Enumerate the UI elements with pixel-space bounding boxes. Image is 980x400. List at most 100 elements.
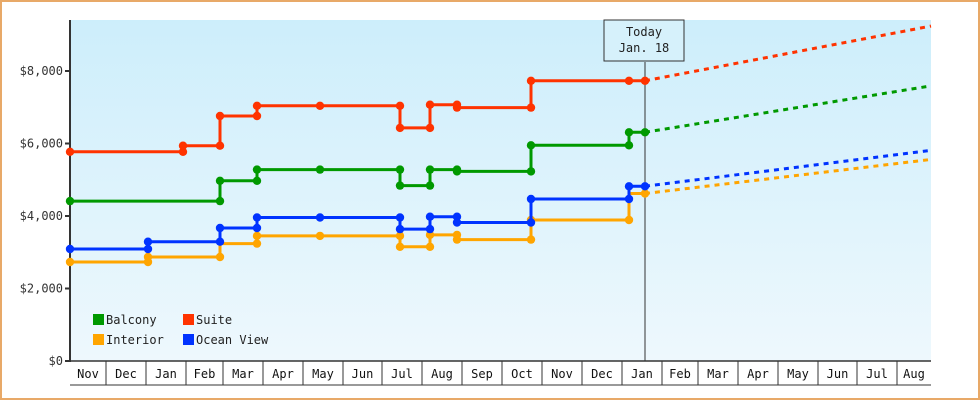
month-label: Jan — [155, 367, 177, 381]
data-point[interactable] — [526, 141, 536, 150]
month-label: Mar — [232, 367, 254, 381]
month-label: Nov — [77, 367, 99, 381]
legend-item-suite[interactable]: Suite — [183, 313, 232, 327]
month-label: Jul — [866, 367, 888, 381]
data-point[interactable] — [624, 76, 634, 86]
data-point[interactable] — [624, 182, 634, 191]
data-point[interactable] — [425, 181, 435, 190]
data-point[interactable] — [624, 194, 634, 204]
data-point[interactable] — [526, 76, 536, 86]
month-label: Apr — [747, 367, 769, 381]
data-point[interactable] — [395, 181, 405, 190]
data-point[interactable] — [624, 128, 634, 137]
legend-item-ocean-view[interactable]: Ocean View — [183, 333, 269, 347]
month-label: Jun — [352, 367, 374, 381]
month-label: Feb — [194, 367, 216, 381]
forecast-line — [644, 24, 932, 83]
data-point[interactable] — [315, 213, 325, 222]
data-point[interactable] — [252, 176, 262, 185]
month-label: Dec — [115, 367, 137, 381]
data-point[interactable] — [640, 182, 650, 191]
data-point[interactable] — [425, 230, 435, 240]
month-label: Jul — [391, 367, 413, 381]
data-point[interactable] — [395, 213, 405, 222]
data-point[interactable] — [143, 252, 153, 262]
month-label: Aug — [431, 367, 453, 381]
data-point[interactable] — [452, 167, 462, 176]
data-point[interactable] — [395, 231, 405, 241]
data-point[interactable] — [65, 257, 75, 267]
forecast-line — [644, 157, 932, 196]
data-point[interactable] — [215, 252, 225, 262]
data-point[interactable] — [252, 231, 262, 241]
data-point[interactable] — [143, 237, 153, 246]
data-point[interactable] — [65, 196, 75, 206]
legend-item-interior[interactable]: Interior — [93, 333, 164, 347]
data-point[interactable] — [65, 244, 75, 254]
month-label: Apr — [272, 367, 294, 381]
data-point[interactable] — [425, 212, 435, 221]
data-point[interactable] — [252, 165, 262, 174]
data-point[interactable] — [452, 218, 462, 227]
data-point[interactable] — [252, 223, 262, 233]
data-point[interactable] — [215, 237, 225, 246]
month-label: Nov — [551, 367, 573, 381]
data-point[interactable] — [395, 224, 405, 234]
data-point[interactable] — [425, 100, 435, 109]
data-point[interactable] — [624, 215, 634, 225]
data-point[interactable] — [65, 147, 75, 156]
data-point[interactable] — [624, 141, 634, 150]
month-label: Feb — [669, 367, 691, 381]
data-point[interactable] — [526, 235, 536, 244]
legend: Balcony Suite Interior Ocean View — [93, 313, 269, 347]
month-label: Dec — [591, 367, 613, 381]
data-point[interactable] — [215, 223, 225, 233]
data-point[interactable] — [395, 101, 405, 111]
data-point[interactable] — [640, 76, 650, 86]
forecast-line — [644, 84, 932, 134]
legend-swatch — [183, 314, 194, 325]
data-point[interactable] — [425, 242, 435, 251]
data-point[interactable] — [143, 244, 153, 254]
data-point[interactable] — [395, 123, 405, 133]
legend-label: Ocean View — [196, 333, 269, 347]
series-balcony — [65, 84, 932, 206]
data-point[interactable] — [315, 165, 325, 174]
data-point[interactable] — [526, 103, 536, 112]
data-point[interactable] — [252, 101, 262, 111]
legend-label: Suite — [196, 313, 232, 327]
data-point[interactable] — [452, 212, 462, 221]
data-point[interactable] — [215, 111, 225, 121]
data-point[interactable] — [178, 147, 188, 156]
data-point[interactable] — [252, 213, 262, 222]
data-point[interactable] — [395, 242, 405, 251]
data-point[interactable] — [215, 141, 225, 150]
data-point[interactable] — [526, 167, 536, 176]
data-point[interactable] — [425, 123, 435, 133]
data-point[interactable] — [425, 224, 435, 234]
x-axis: Nov Dec Jan Feb Mar Apr May Jun Jul Aug Sep Oct Nov D… — [70, 360, 931, 386]
data-point[interactable] — [395, 165, 405, 174]
data-point[interactable] — [452, 103, 462, 112]
data-point[interactable] — [252, 239, 262, 248]
data-point[interactable] — [425, 165, 435, 174]
data-point[interactable] — [640, 189, 650, 198]
data-point[interactable] — [452, 235, 462, 244]
data-point[interactable] — [640, 128, 650, 137]
data-point[interactable] — [252, 111, 262, 121]
data-point[interactable] — [215, 176, 225, 185]
data-point[interactable] — [526, 218, 536, 227]
y-axis: $0 $2,000 $4,000 $6,000 $8,000 — [20, 20, 71, 368]
data-point[interactable] — [526, 194, 536, 204]
today-date-label: Jan. 18 — [619, 41, 670, 55]
data-point[interactable] — [315, 101, 325, 111]
legend-item-balcony[interactable]: Balcony — [93, 313, 157, 327]
data-point[interactable] — [315, 231, 325, 241]
series-suite — [65, 24, 932, 156]
today-marker: Today Jan. 18 — [603, 19, 685, 361]
today-label: Today — [626, 25, 662, 39]
data-point[interactable] — [178, 141, 188, 150]
data-point[interactable] — [215, 196, 225, 206]
forecast-line — [644, 148, 932, 188]
